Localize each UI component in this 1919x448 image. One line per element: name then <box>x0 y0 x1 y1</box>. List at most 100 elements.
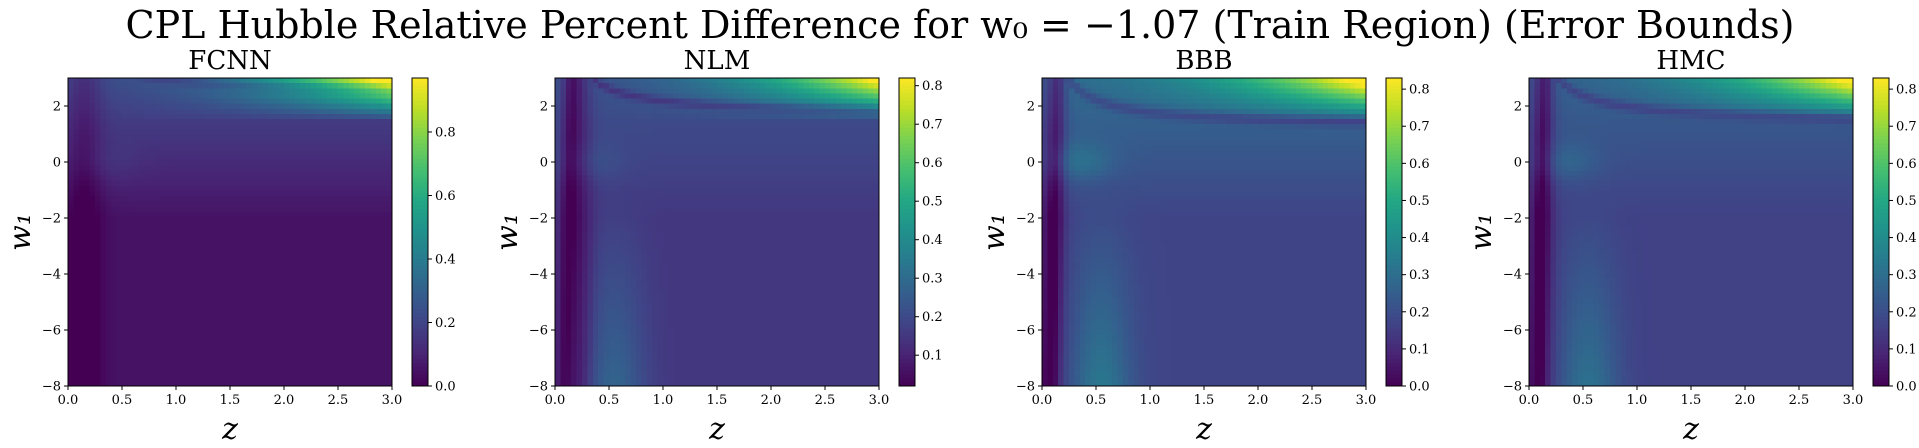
heatmap-cell <box>186 180 193 187</box>
heatmap-cell <box>186 283 193 290</box>
heatmap-cell <box>338 196 344 202</box>
heatmap-cell <box>240 365 247 372</box>
heatmap-cell <box>278 247 285 254</box>
heatmap-cell <box>646 278 653 284</box>
heatmap-cell <box>327 88 334 94</box>
heatmap-cell <box>89 103 96 110</box>
heatmap-cell <box>636 165 642 171</box>
heatmap-cell <box>343 319 350 325</box>
heatmap-cell <box>262 298 269 305</box>
heatmap-cell <box>116 170 123 177</box>
heatmap-cell <box>170 226 177 233</box>
heatmap-cell <box>159 283 166 290</box>
heatmap-cell <box>208 108 215 115</box>
heatmap-cell <box>582 196 588 202</box>
heatmap-cell <box>321 288 328 295</box>
heatmap-cell <box>560 273 567 279</box>
heatmap-cell <box>630 380 637 387</box>
heatmap-cell <box>240 119 247 125</box>
heatmap-cell <box>116 303 123 310</box>
heatmap-cell <box>143 257 150 264</box>
heatmap-cell <box>565 134 572 141</box>
heatmap-cell <box>278 262 285 269</box>
colorbar-segment <box>412 135 428 141</box>
heatmap-cell <box>354 262 361 269</box>
heatmap-cell <box>122 375 128 382</box>
heatmap-cell <box>338 113 344 120</box>
heatmap-cell <box>240 88 247 94</box>
heatmap-cell <box>154 139 161 146</box>
heatmap-cell <box>582 262 588 269</box>
heatmap-cell <box>321 93 328 100</box>
heatmap-cell <box>251 175 258 182</box>
heatmap-cell <box>300 175 307 182</box>
heatmap-cell <box>208 324 215 331</box>
heatmap-cell <box>365 319 371 325</box>
heatmap-cell <box>316 350 323 356</box>
heatmap-cell <box>300 119 307 125</box>
heatmap-cell <box>332 175 339 182</box>
heatmap-cell <box>257 278 263 284</box>
heatmap-cell <box>181 288 188 295</box>
heatmap-cell <box>354 108 361 115</box>
heatmap-cell <box>165 298 172 305</box>
heatmap-cell <box>240 206 247 213</box>
heatmap-cell <box>176 93 182 100</box>
heatmap-cell <box>305 170 312 177</box>
heatmap-cell <box>630 252 637 259</box>
heatmap-cell <box>84 273 91 279</box>
heatmap-cell <box>213 78 220 84</box>
heatmap-cell <box>571 257 578 264</box>
heatmap-cell <box>365 375 371 382</box>
heatmap-cell <box>203 298 209 305</box>
heatmap-cell <box>78 98 85 105</box>
heatmap-cell <box>262 365 269 372</box>
heatmap-cell <box>646 170 653 177</box>
heatmap-cell <box>592 134 599 141</box>
heatmap-cell <box>386 103 393 110</box>
heatmap-cell <box>316 144 323 151</box>
heatmap-cell <box>132 103 139 110</box>
heatmap-cell <box>127 129 134 136</box>
heatmap-cell <box>365 93 371 100</box>
heatmap-cell <box>127 196 134 202</box>
heatmap-cell <box>609 160 615 166</box>
heatmap-cell <box>294 232 301 238</box>
heatmap-cell <box>614 365 621 372</box>
heatmap-cell <box>132 375 139 382</box>
heatmap-cell <box>186 339 193 346</box>
heatmap-cell <box>170 119 177 125</box>
heatmap-cell <box>327 257 334 264</box>
heatmap-cell <box>576 329 583 336</box>
heatmap-cell <box>138 206 145 213</box>
heatmap-cell <box>251 247 258 254</box>
heatmap-cell <box>278 303 285 310</box>
heatmap-cell <box>203 360 209 367</box>
heatmap-cell <box>663 350 669 356</box>
heatmap-cell <box>197 247 204 254</box>
heatmap-cell <box>582 278 588 284</box>
heatmap-cell <box>68 211 74 218</box>
heatmap-cell <box>311 283 317 290</box>
heatmap-cell <box>316 298 323 305</box>
heatmap-cell <box>78 375 85 382</box>
heatmap-cell <box>321 160 328 166</box>
heatmap-cell <box>278 309 285 315</box>
heatmap-cell <box>127 149 134 156</box>
heatmap-cell <box>630 242 637 248</box>
heatmap-cell <box>657 149 664 156</box>
heatmap-cell <box>170 113 177 120</box>
heatmap-cell <box>327 360 334 367</box>
heatmap-cell <box>68 365 74 372</box>
heatmap-cell <box>111 360 118 367</box>
heatmap-cell <box>100 314 107 320</box>
heatmap-cell <box>170 211 177 218</box>
heatmap-cell <box>127 314 134 320</box>
heatmap-cell <box>332 108 339 115</box>
heatmap-cell <box>154 267 161 274</box>
heatmap-cell <box>132 257 139 264</box>
heatmap-cell <box>230 257 236 264</box>
heatmap-cell <box>609 139 615 146</box>
heatmap-cell <box>273 216 280 223</box>
heatmap-cell <box>316 232 323 238</box>
